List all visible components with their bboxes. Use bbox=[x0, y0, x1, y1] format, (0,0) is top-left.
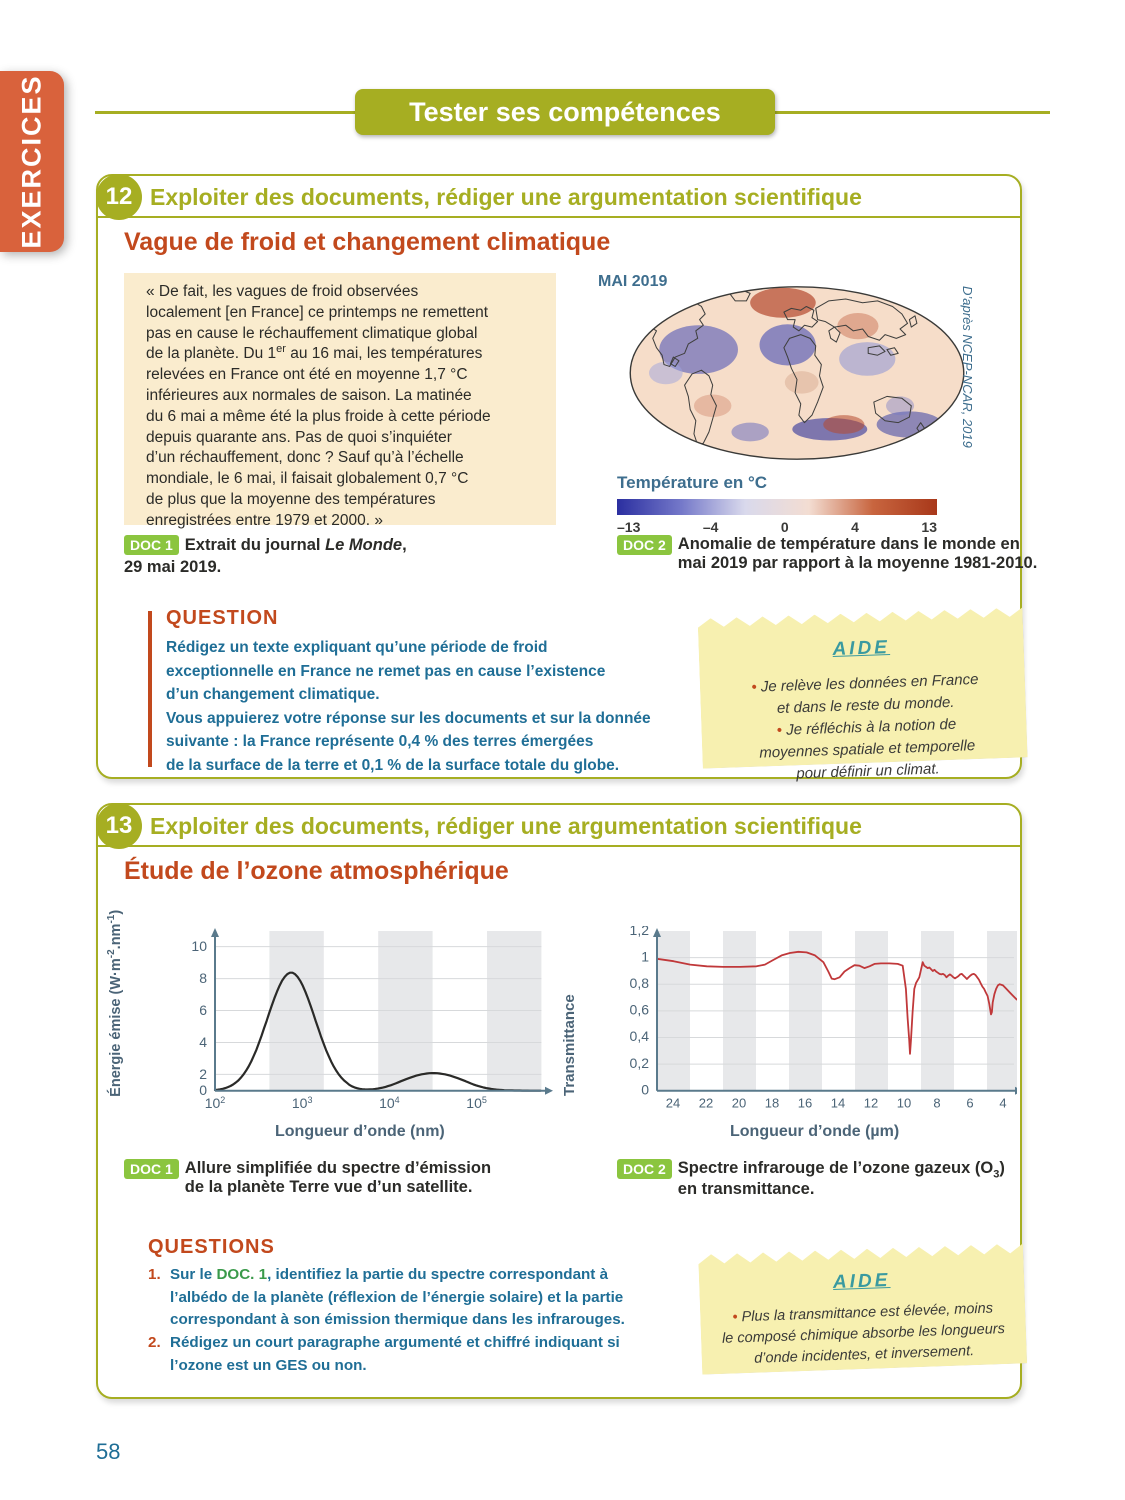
svg-text:4: 4 bbox=[999, 1095, 1006, 1110]
svg-text:0: 0 bbox=[641, 1082, 649, 1098]
svg-text:8: 8 bbox=[933, 1095, 940, 1110]
svg-text:0,6: 0,6 bbox=[630, 1002, 650, 1018]
svg-text:104: 104 bbox=[379, 1095, 400, 1111]
svg-text:20: 20 bbox=[732, 1095, 746, 1110]
svg-text:103: 103 bbox=[292, 1095, 313, 1111]
svg-text:102: 102 bbox=[205, 1095, 226, 1111]
svg-text:14: 14 bbox=[831, 1095, 845, 1110]
svg-text:8: 8 bbox=[199, 970, 207, 986]
svg-text:18: 18 bbox=[765, 1095, 779, 1110]
svg-text:1: 1 bbox=[641, 948, 649, 964]
svg-text:22: 22 bbox=[699, 1095, 713, 1110]
svg-text:0,8: 0,8 bbox=[630, 975, 650, 991]
svg-text:0,4: 0,4 bbox=[630, 1028, 650, 1044]
svg-text:10: 10 bbox=[897, 1095, 911, 1110]
svg-text:10: 10 bbox=[191, 938, 207, 954]
svg-text:0,2: 0,2 bbox=[630, 1055, 650, 1071]
svg-text:2: 2 bbox=[199, 1066, 207, 1082]
svg-text:105: 105 bbox=[466, 1095, 487, 1111]
svg-text:1,2: 1,2 bbox=[630, 926, 650, 938]
svg-text:6: 6 bbox=[199, 1002, 207, 1018]
svg-text:16: 16 bbox=[798, 1095, 812, 1110]
svg-text:12: 12 bbox=[864, 1095, 878, 1110]
svg-text:4: 4 bbox=[199, 1034, 207, 1050]
svg-text:6: 6 bbox=[966, 1095, 973, 1110]
svg-text:24: 24 bbox=[666, 1095, 680, 1110]
